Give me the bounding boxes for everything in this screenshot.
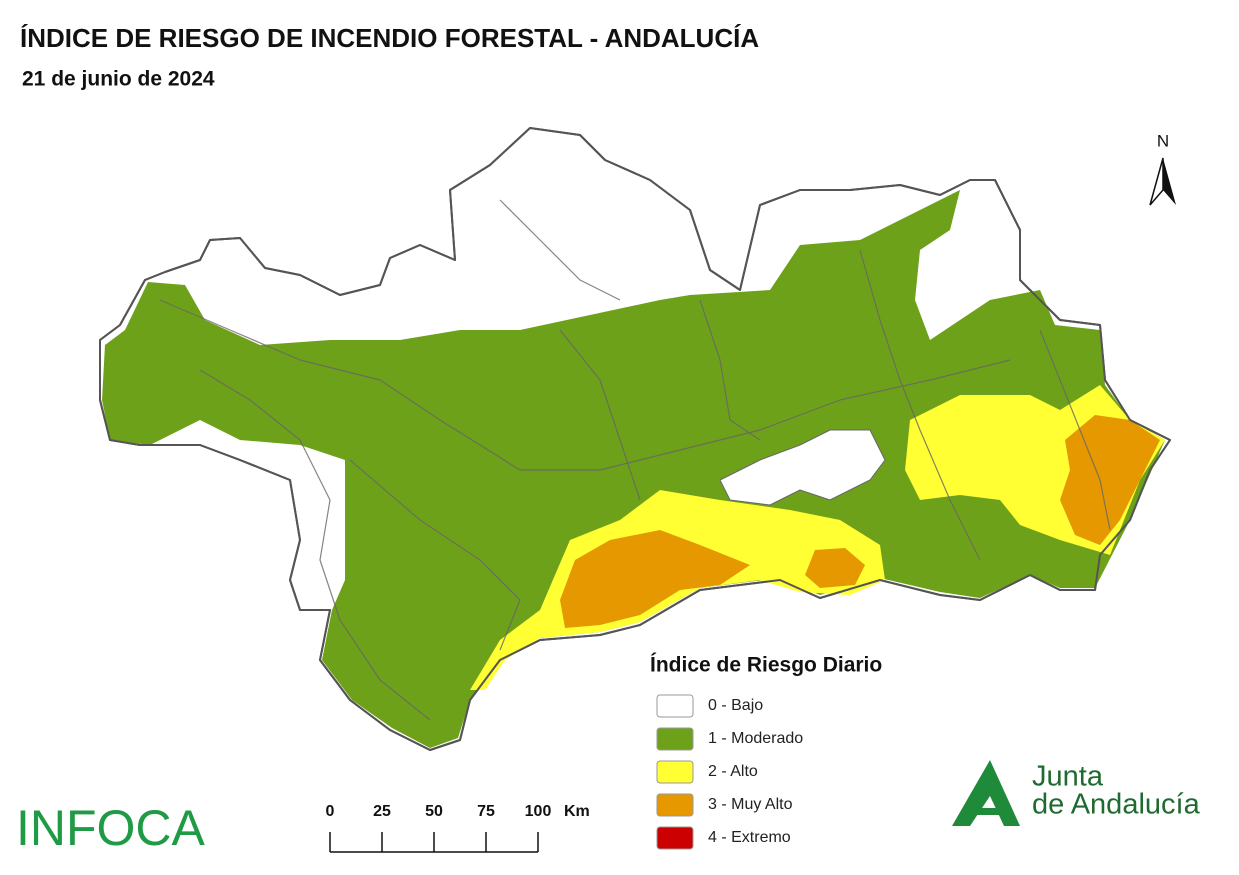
legend-label: 2 - Alto <box>708 763 758 780</box>
low-patch <box>719 429 886 506</box>
scale-tick-label: 25 <box>373 803 391 820</box>
title: ÍNDICE DE RIESGO DE INCENDIO FORESTAL - … <box>20 23 759 53</box>
legend-swatch <box>656 727 694 751</box>
junta-line2: de Andalucía <box>1032 789 1201 821</box>
scale-tick-label: 50 <box>425 803 443 820</box>
very-high-area-east <box>1060 415 1160 545</box>
legend-label: 4 - Extremo <box>708 829 791 846</box>
very-high-area <box>560 530 750 628</box>
municipal-borders <box>159 199 1111 721</box>
scale-bar: 0 25 50 75 100 Km <box>326 803 590 853</box>
date: 21 de junio de 2024 <box>22 68 215 91</box>
region-outline-stroke <box>99 127 1171 751</box>
north-arrow: N <box>1149 131 1176 206</box>
region-map <box>99 127 1171 751</box>
legend-swatch <box>656 694 694 718</box>
legend-swatch <box>656 760 694 784</box>
junta-logo: Junta de Andalucía <box>952 760 1201 826</box>
moderate-area <box>102 190 1165 748</box>
scale-tick-label: 0 <box>326 803 335 820</box>
legend-swatch <box>656 826 694 850</box>
legend-swatch <box>656 793 694 817</box>
legend-label: 1 - Moderado <box>708 730 803 747</box>
north-label: N <box>1157 131 1169 150</box>
legend-title: Índice de Riesgo Diario <box>650 654 882 677</box>
scale-unit: Km <box>564 803 590 820</box>
legend-label: 3 - Muy Alto <box>708 796 793 813</box>
scale-tick-label: 100 <box>525 803 552 820</box>
junta-line1: Junta <box>1032 761 1104 793</box>
scale-tick-label: 75 <box>477 803 495 820</box>
infoca-logo: INFOCA <box>16 800 206 856</box>
legend-label: 0 - Bajo <box>708 697 763 714</box>
very-high-area-2 <box>805 548 865 588</box>
legend: 0 - Bajo 1 - Moderado 2 - Alto 3 - Muy Alto… <box>656 694 803 850</box>
